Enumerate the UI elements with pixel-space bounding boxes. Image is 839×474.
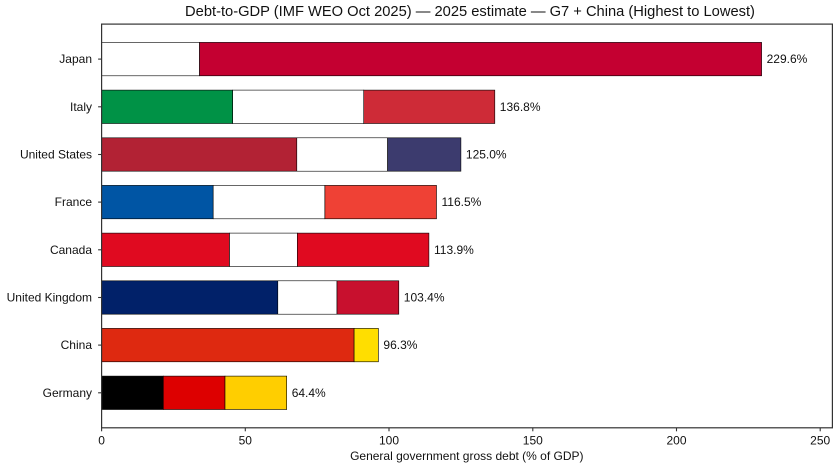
svg-text:Canada: Canada xyxy=(50,243,92,257)
svg-text:96.3%: 96.3% xyxy=(383,338,417,352)
svg-text:Japan: Japan xyxy=(59,52,92,66)
svg-text:229.6%: 229.6% xyxy=(767,52,808,66)
svg-text:250: 250 xyxy=(810,434,830,448)
svg-text:Italy: Italy xyxy=(70,100,92,114)
svg-text:64.4%: 64.4% xyxy=(292,386,326,400)
svg-text:0: 0 xyxy=(98,434,105,448)
svg-text:125.0%: 125.0% xyxy=(466,148,507,162)
svg-text:United States: United States xyxy=(20,148,92,162)
svg-text:United Kingdom: United Kingdom xyxy=(7,291,92,305)
svg-text:France: France xyxy=(55,195,93,209)
svg-text:Germany: Germany xyxy=(43,386,92,400)
svg-text:200: 200 xyxy=(666,434,686,448)
svg-text:150: 150 xyxy=(523,434,543,448)
svg-text:50: 50 xyxy=(239,434,253,448)
svg-text:113.9%: 113.9% xyxy=(434,243,474,257)
svg-text:100: 100 xyxy=(379,434,399,448)
svg-text:China: China xyxy=(61,338,93,352)
svg-text:136.8%: 136.8% xyxy=(500,100,541,114)
svg-text:103.4%: 103.4% xyxy=(404,291,445,305)
svg-text:Debt-to-GDP (IMF WEO Oct 2025): Debt-to-GDP (IMF WEO Oct 2025) — 2025 es… xyxy=(185,4,755,20)
svg-text:General government gross debt: General government gross debt (% of GDP) xyxy=(350,449,583,463)
svg-text:116.5%: 116.5% xyxy=(442,195,482,209)
